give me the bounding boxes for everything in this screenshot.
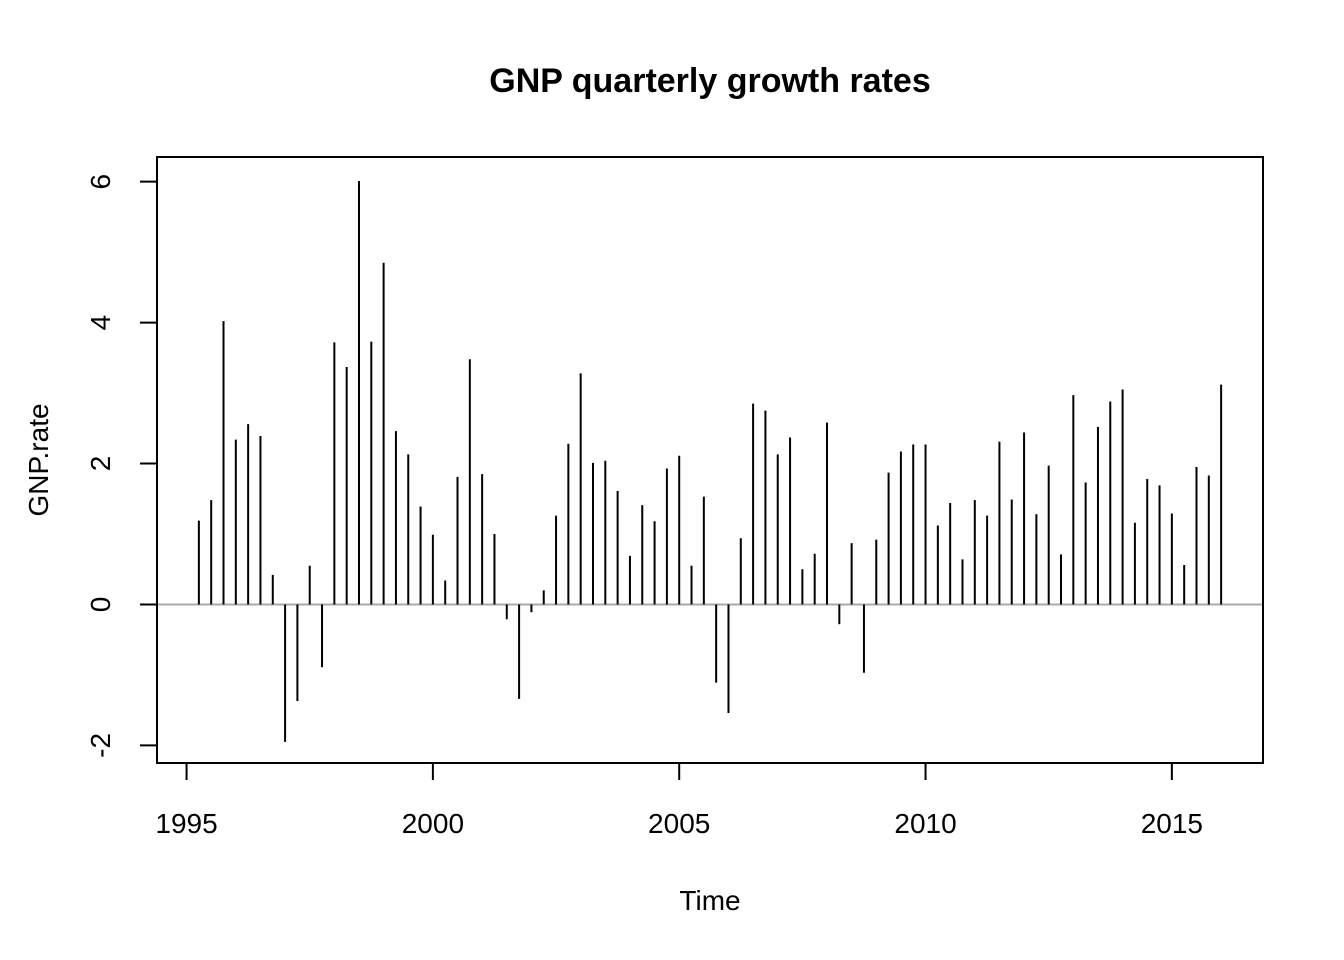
y-tick-label-0: -2 xyxy=(85,733,116,758)
x-axis: 1995 2000 2005 2010 2015 xyxy=(155,762,1203,839)
x-axis-label: Time xyxy=(679,885,740,916)
x-tick-label-4: 2015 xyxy=(1141,808,1203,839)
y-axis-label: GNP.rate xyxy=(23,403,54,516)
x-tick-label-3: 2010 xyxy=(894,808,956,839)
chart-title: GNP quarterly growth rates xyxy=(489,62,931,100)
y-tick-label-3: 4 xyxy=(85,315,116,331)
y-tick-label-2: 2 xyxy=(85,456,116,472)
bars-layer xyxy=(197,180,1223,742)
y-axis: -2 0 2 4 6 xyxy=(85,174,158,758)
x-tick-label-0: 1995 xyxy=(155,808,217,839)
x-tick-label-2: 2005 xyxy=(648,808,710,839)
y-tick-label-4: 6 xyxy=(85,174,116,190)
y-tick-label-1: 0 xyxy=(85,597,116,613)
x-tick-label-1: 2000 xyxy=(402,808,464,839)
